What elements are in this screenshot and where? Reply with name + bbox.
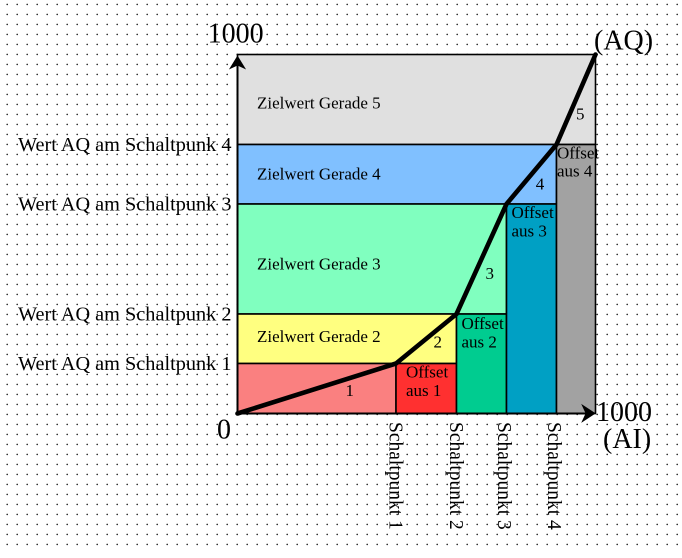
svg-text:Wert AQ am Schaltpunk 2: Wert AQ am Schaltpunk 2 [18,304,232,326]
svg-text:Offset: Offset [557,144,599,163]
svg-text:Offset: Offset [512,203,554,222]
svg-text:aus 3: aus 3 [512,221,547,240]
svg-text:(AI): (AI) [603,424,651,455]
svg-text:Wert AQ am Schaltpunk 3: Wert AQ am Schaltpunk 3 [18,194,232,216]
svg-text:Offset: Offset [462,314,504,333]
svg-text:4: 4 [536,174,545,193]
svg-text:Schaltpunkt 2: Schaltpunkt 2 [445,422,466,530]
svg-text:(AQ): (AQ) [594,26,653,57]
svg-text:1: 1 [346,381,355,400]
svg-text:Zielwert Gerade 2: Zielwert Gerade 2 [257,327,381,346]
svg-text:Schaltpunkt 3: Schaltpunkt 3 [493,422,514,530]
svg-text:5: 5 [576,104,585,123]
svg-text:aus 2: aus 2 [462,332,497,351]
svg-text:3: 3 [486,264,495,283]
svg-text:Zielwert Gerade 5: Zielwert Gerade 5 [257,94,381,113]
svg-text:Wert AQ am Schaltpunk 1: Wert AQ am Schaltpunk 1 [18,353,232,375]
svg-text:Zielwert Gerade 4: Zielwert Gerade 4 [257,165,381,184]
svg-text:0: 0 [217,415,231,446]
svg-text:Schaltpunkt 4: Schaltpunkt 4 [543,422,564,530]
svg-text:Offset: Offset [406,363,448,382]
svg-text:aus 1: aus 1 [406,381,441,400]
svg-text:Wert AQ am Schaltpunk 4: Wert AQ am Schaltpunk 4 [18,134,232,156]
svg-text:Zielwert Gerade 3: Zielwert Gerade 3 [257,254,381,273]
svg-text:1000: 1000 [596,397,652,428]
svg-text:aus 4: aus 4 [557,162,593,181]
svg-text:Schaltpunkt 1: Schaltpunkt 1 [385,422,406,530]
svg-text:1000: 1000 [208,19,264,50]
svg-text:2: 2 [434,333,443,352]
